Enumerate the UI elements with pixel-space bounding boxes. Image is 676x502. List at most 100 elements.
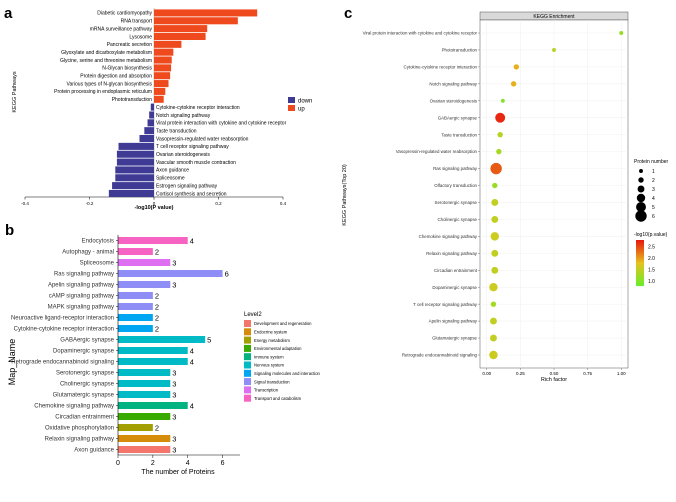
a-bar-label: Phototransduction (112, 97, 153, 103)
c-xtick-label: 0.25 (516, 371, 525, 376)
b-legend-swatch (244, 361, 251, 369)
c-ytick-label: Ovarian steroidogenesis (430, 98, 478, 103)
c-point-relaxin-signaling-pathway (491, 249, 499, 257)
a-bar-t-cell-receptor-signaling-pathway (118, 142, 154, 150)
a-bar-label: Pancreatic secretion (107, 42, 153, 48)
c-point-gabaergic-synapse (495, 112, 506, 123)
a-bar-label: Protein processing in endoplasmic reticu… (54, 89, 152, 95)
b-bar-category-label: Serotonergic synapse (56, 371, 115, 377)
c-point-viral-protein-interaction-with-cytokine-and-cytokine-receptor (619, 31, 624, 35)
b-bar-value-label: 2 (155, 423, 159, 432)
a-bar-cytokine-cytokine-receptor-interaction (150, 103, 154, 111)
c-ytick-label: Chemokine signaling pathway (419, 234, 478, 239)
legend-label-down: down (298, 99, 312, 105)
b-bar-value-label: 5 (207, 335, 211, 344)
b-legend-label: Energy metabolism (254, 338, 290, 343)
a-bar-label: N-Glycan biosynthesis (102, 66, 152, 72)
b-bar-value-label: 2 (155, 247, 159, 256)
b-bar-value-label: 2 (155, 324, 159, 333)
panel-a-bars: Diabetic cardiomyopathy RNA transportmRNA… (54, 9, 287, 197)
a-bar-vascular-smooth-muscle-contraction (116, 158, 154, 166)
c-point-glutamatergic-synapse (490, 334, 497, 342)
panel-c: c KEGG Enrichment Viral protein interact… (342, 5, 669, 383)
a-xtick-label: -0.2 (86, 201, 94, 206)
a-bar-taste-transduction (144, 127, 154, 135)
panel-c-color-legend-title: -log10(p.value) (634, 232, 668, 238)
a-bar-label: Cortisol synthesis and secretion (156, 191, 227, 197)
b-bar-value-label: 3 (172, 412, 176, 421)
b-legend-label: Signaling molecules and interaction (254, 371, 321, 376)
c-ytick-label: Phototransduction (442, 48, 478, 53)
c-ytick-label: Serotonergic synapse (435, 200, 478, 205)
panel-b-ylabel: Map_Name (7, 339, 17, 386)
c-size-legend-label: 2 (652, 178, 655, 184)
c-point-olfactory-transduction (492, 182, 498, 189)
legend-label-up: up (298, 107, 305, 113)
b-bar-spliceosome (118, 259, 171, 266)
b-legend-label: Transport and catabolism (254, 396, 302, 401)
panel-c-xlabel: Rich factor (541, 377, 567, 383)
b-bar-gabaergic-synapse (118, 336, 206, 343)
b-bar-value-label: 3 (172, 368, 176, 377)
a-bar-mrna-surveillance-pathway (154, 25, 208, 33)
c-size-legend-dot (635, 210, 647, 222)
c-point-chemokine-signaling-pathway (490, 232, 499, 241)
c-xtick-label: 0.50 (550, 371, 559, 376)
b-bar-category-label: Dopaminergic synapse (53, 349, 115, 355)
b-bar-category-label: Cholinergic synapse (60, 382, 115, 388)
c-point-phototransduction (552, 47, 556, 52)
c-ytick-label: Notch signaling pathway (429, 81, 477, 86)
a-bar-pancreatic-secretion (154, 40, 182, 48)
panel-a-letter: a (4, 5, 13, 22)
c-size-legend-label: 3 (652, 187, 655, 193)
b-bar-category-label: Retrograde endocannabinoid signaling (11, 360, 114, 366)
panel-b-plot-area (118, 235, 240, 455)
b-bar-category-label: GABAergic synapse (60, 338, 114, 344)
c-size-legend-label: 1 (652, 169, 655, 175)
a-bar-n-glycan-biosynthesis (154, 64, 172, 72)
a-bar-viral-protein-interaction-with-cytokine-and-cytokine-receptor (147, 119, 154, 127)
b-bar-value-label: 3 (172, 390, 176, 399)
a-bar-label: Cytokine-cytokine receptor interaction (156, 105, 240, 111)
b-bar-category-label: Endocytosis (82, 239, 114, 245)
a-bar-label: Diabetic cardiomyopathy (97, 11, 152, 17)
c-size-legend-dot (639, 169, 643, 173)
b-legend-label: Endocrine system (254, 330, 288, 335)
panel-c-points (489, 31, 624, 360)
a-xtick-label: 0.2 (215, 201, 222, 206)
c-size-legend-label: 4 (652, 196, 655, 202)
c-point-notch-signaling-pathway (510, 81, 517, 87)
panel-c-color-legend-bar (636, 240, 644, 286)
b-bar-value-label: 3 (172, 280, 176, 289)
a-bar-label: Spliceosome (156, 176, 185, 182)
c-ytick-label: Viral protein interaction with cytokine … (363, 31, 478, 36)
b-bar-ras-signaling-pathway (118, 270, 223, 277)
b-legend-label: Immune system (254, 354, 284, 359)
b-legend-swatch (244, 344, 251, 352)
a-bar-spliceosome (115, 174, 154, 182)
b-bar-retrograde-endocannabinoid-signaling (118, 358, 188, 365)
c-size-legend-dot (636, 193, 646, 203)
a-bar-label: Notch signaling pathway (156, 113, 211, 119)
a-bar-lysosome (154, 32, 206, 40)
b-bar-circadian-entrainment (118, 413, 171, 420)
b-bar-value-label: 4 (190, 357, 194, 366)
c-ytick-label: Olfactory transduction (434, 183, 477, 188)
a-bar-estrogen-signaling-pathway (112, 182, 154, 190)
a-bar-vasopressin-regulated-water-reabsorption (139, 135, 154, 143)
c-point-serotonergic-synapse (491, 199, 499, 206)
b-bar-category-label: Chemokine signaling pathway (34, 404, 114, 410)
b-bar-value-label: 3 (172, 445, 176, 454)
a-bar-label: mRNA surveillance pathway (90, 26, 153, 32)
panel-b-letter: b (5, 222, 14, 239)
b-legend-swatch (244, 394, 251, 402)
a-bar-cortisol-synthesis-and-secretion (108, 189, 154, 197)
b-bar-endocytosis (118, 237, 188, 244)
b-bar-value-label: 6 (225, 269, 229, 278)
panel-c-color-legend-ticks: 2.5 2.0 1.5 1.0 (644, 245, 655, 285)
b-bar-category-label: cAMP signaling pathway (49, 294, 114, 300)
panel-a-legend: down up (288, 97, 312, 113)
b-legend-swatch (244, 369, 251, 377)
a-bar-ovarian-steroidogenesis (116, 150, 154, 158)
